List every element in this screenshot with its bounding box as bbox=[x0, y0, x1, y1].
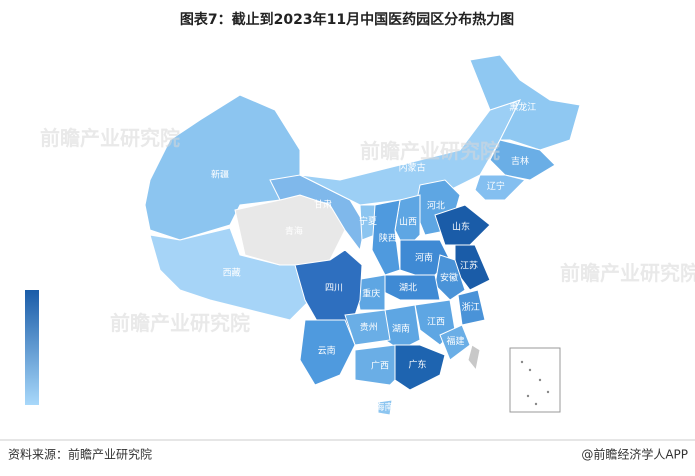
region-label: 宁夏 bbox=[359, 215, 377, 227]
watermark: 前瞻产业研究院 bbox=[560, 261, 695, 285]
region-label: 海南 bbox=[375, 401, 393, 413]
watermark: 前瞻产业研究院 bbox=[360, 139, 500, 163]
region-shape bbox=[467, 344, 481, 372]
region-label: 广西 bbox=[371, 360, 389, 372]
region-label: 甘肃 bbox=[314, 199, 332, 211]
region-label: 陕西 bbox=[379, 232, 397, 244]
region-shape bbox=[474, 174, 526, 201]
region-label: 贵州 bbox=[360, 321, 378, 333]
region-label: 山东 bbox=[452, 221, 470, 233]
region-shape bbox=[434, 204, 491, 246]
region-label: 湖南 bbox=[392, 323, 410, 335]
region-label: 河北 bbox=[427, 199, 445, 211]
inset-box bbox=[509, 347, 561, 413]
watermark: 前瞻产业研究院 bbox=[110, 311, 250, 335]
region-label: 江苏 bbox=[460, 260, 478, 272]
region-label: 黑龙江 bbox=[509, 101, 536, 113]
region-label: 四川 bbox=[325, 284, 343, 294]
region-label: 山西 bbox=[399, 217, 417, 228]
region-label: 吉林 bbox=[511, 155, 529, 167]
region-label: 广东 bbox=[408, 359, 426, 371]
region-shape bbox=[344, 309, 391, 346]
region-shape bbox=[489, 139, 556, 181]
region-label: 西藏 bbox=[223, 267, 241, 279]
region-shape bbox=[294, 249, 363, 336]
region-label: 辽宁 bbox=[487, 180, 505, 192]
region-label: 安徽 bbox=[440, 272, 458, 284]
source: 资料来源：前瞻产业研究院 bbox=[8, 447, 152, 462]
legend-gradient bbox=[25, 290, 39, 405]
islands bbox=[520, 360, 550, 406]
region-label: 湖北 bbox=[399, 283, 417, 294]
region-label: 云南 bbox=[318, 344, 336, 356]
region-shape bbox=[299, 319, 356, 386]
title: 图表7：截止到2023年11月中国医药园区分布热力图 bbox=[180, 11, 514, 28]
watermark: 前瞻产业研究院 bbox=[40, 126, 180, 150]
region-shape bbox=[469, 54, 581, 151]
region-label: 福建 bbox=[446, 335, 464, 347]
region-shape bbox=[377, 399, 393, 416]
region-shape bbox=[439, 324, 471, 361]
region-label: 重庆 bbox=[362, 287, 380, 299]
credit: @前瞻经济学人APP bbox=[581, 447, 688, 462]
region-shape bbox=[457, 289, 486, 326]
region-label: 青海 bbox=[285, 225, 303, 237]
region-label: 新疆 bbox=[211, 169, 229, 181]
region-shape bbox=[394, 344, 446, 391]
region-label: 江西 bbox=[427, 317, 445, 328]
region-label: 内蒙古 bbox=[399, 161, 426, 173]
region-label: 河南 bbox=[415, 252, 433, 264]
region-label: 浙江 bbox=[462, 301, 480, 313]
